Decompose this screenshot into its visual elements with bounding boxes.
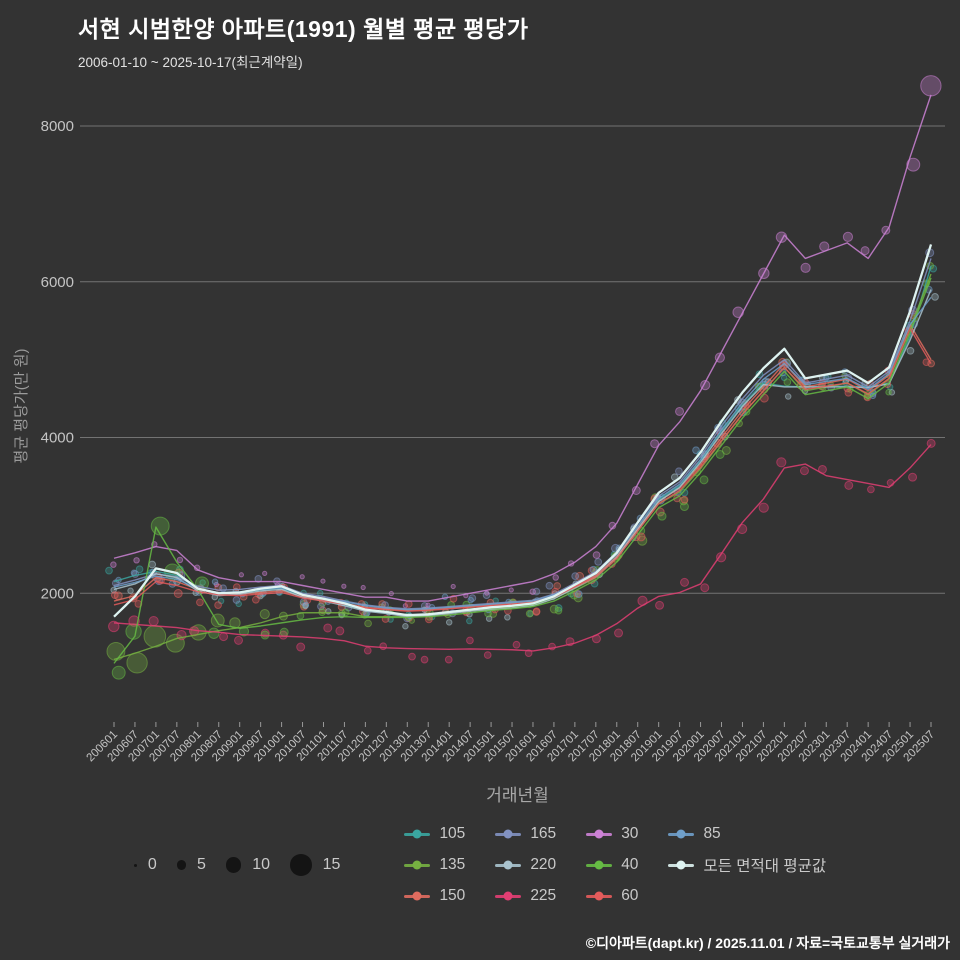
size-legend-item-0: 0	[133, 856, 157, 874]
credit-footer: ©디아파트(dapt.kr) / 2025.11.01 / 자료=국토교통부 실…	[585, 935, 950, 951]
size-legend-dot	[176, 860, 186, 870]
legend-marker-icon	[404, 860, 431, 870]
legend-label: 60	[621, 887, 639, 904]
series-bubbles-1	[106, 261, 935, 674]
size-legend-dot	[133, 863, 137, 867]
svg-text:2000: 2000	[41, 585, 74, 602]
size-legend-label: 10	[252, 856, 271, 873]
legend-marker-icon	[495, 829, 522, 839]
series-line-6	[113, 94, 932, 602]
series-line-3	[113, 258, 932, 610]
series-bubbles-6	[110, 75, 942, 609]
size-legend-item-10: 10	[225, 856, 271, 874]
series-bubbles-2	[113, 310, 936, 622]
legend-item-225[interactable]: 225	[495, 887, 556, 905]
legend-marker-icon	[404, 891, 431, 901]
series-bubbles-8	[110, 326, 931, 624]
legend-item-135[interactable]: 135	[404, 854, 465, 876]
legend-item-165[interactable]: 165	[495, 825, 556, 843]
size-legend-item-5: 5	[176, 856, 206, 874]
legend-marker-icon	[495, 860, 522, 870]
legend-marker-icon	[586, 829, 613, 839]
legend-label: 150	[439, 887, 466, 904]
x-axis-title: 거래년월	[486, 786, 549, 805]
series-line-4	[113, 289, 932, 618]
bubble-size-legend: 0 5 10 15	[133, 854, 340, 876]
legend-marker-icon	[668, 829, 695, 839]
legend-label: 85	[703, 825, 721, 842]
x-axis: 2006012006072007012007072008012008072009…	[85, 722, 937, 764]
series-line-5	[113, 444, 932, 652]
series-line-9	[113, 296, 932, 611]
size-legend-dot	[290, 854, 312, 876]
size-legend-label: 0	[147, 856, 157, 873]
svg-text:8000: 8000	[41, 118, 74, 135]
series-bubbles-5	[108, 438, 936, 664]
legend-label: 모든 면적대 평균값	[703, 858, 827, 875]
series-bubbles-9	[115, 285, 933, 620]
series-bubbles-4	[110, 293, 939, 630]
legend-item-220[interactable]: 220	[495, 854, 556, 876]
series-line-0	[113, 266, 932, 617]
legend-marker-icon	[495, 891, 522, 901]
legend-label: 220	[530, 856, 557, 873]
page-title: 서현 시범한양 아파트(1991) 월별 평균 평당가	[78, 16, 529, 42]
svg-text:4000: 4000	[41, 430, 74, 447]
legend-label: 225	[530, 887, 557, 904]
gridlines: 2000 4000 6000 8000	[41, 118, 945, 602]
legend-item-85[interactable]: 85	[668, 825, 826, 843]
legend-marker-icon	[404, 829, 431, 839]
series-bubbles-3	[111, 248, 935, 623]
series-line-8	[113, 327, 932, 612]
size-legend-dot	[225, 857, 242, 873]
legend-marker-icon	[668, 860, 695, 870]
chart-legend: 0 5 10 15 105 135 150 165 220 225 30 40 60 85 모든 면적대 …	[0, 825, 960, 905]
legend-item-40[interactable]: 40	[586, 854, 638, 876]
size-legend-label: 5	[196, 856, 206, 873]
y-axis-title: 평균 평당가(만 원)	[13, 349, 30, 464]
legend-label: 40	[621, 856, 639, 873]
series-bubbles-0	[105, 264, 938, 625]
series-line-10	[113, 244, 933, 618]
legend-item-60[interactable]: 60	[586, 887, 638, 905]
legend-item-average[interactable]: 모든 면적대 평균값	[668, 854, 826, 876]
price-bubble-chart[interactable]: 2000 4000 6000 8000 200601200607200701200707…	[0, 73, 960, 815]
legend-item-105[interactable]: 105	[404, 825, 465, 843]
size-legend-label: 15	[322, 856, 341, 873]
size-legend-item-15: 15	[290, 854, 340, 876]
legend-label: 105	[439, 825, 466, 842]
legend-item-150[interactable]: 150	[404, 887, 465, 905]
legend-label: 165	[530, 825, 557, 842]
series-legend: 105 135 150 165 220 225 30 40 60 85 모든 면적대 평균값	[404, 825, 826, 905]
svg-text:6000: 6000	[41, 274, 74, 291]
legend-marker-icon	[586, 860, 613, 870]
series-line-2	[113, 323, 932, 612]
chart-header: 서현 시범한양 아파트(1991) 월별 평균 평당가 2006-01-10 ~…	[0, 0, 960, 71]
legend-label: 30	[621, 825, 639, 842]
series-line-7	[113, 277, 932, 664]
date-range-subtitle: 2006-01-10 ~ 2025-10-17(최근계약일)	[78, 55, 303, 70]
legend-marker-icon	[586, 891, 613, 901]
legend-item-30[interactable]: 30	[586, 825, 638, 843]
legend-label: 135	[439, 856, 466, 873]
